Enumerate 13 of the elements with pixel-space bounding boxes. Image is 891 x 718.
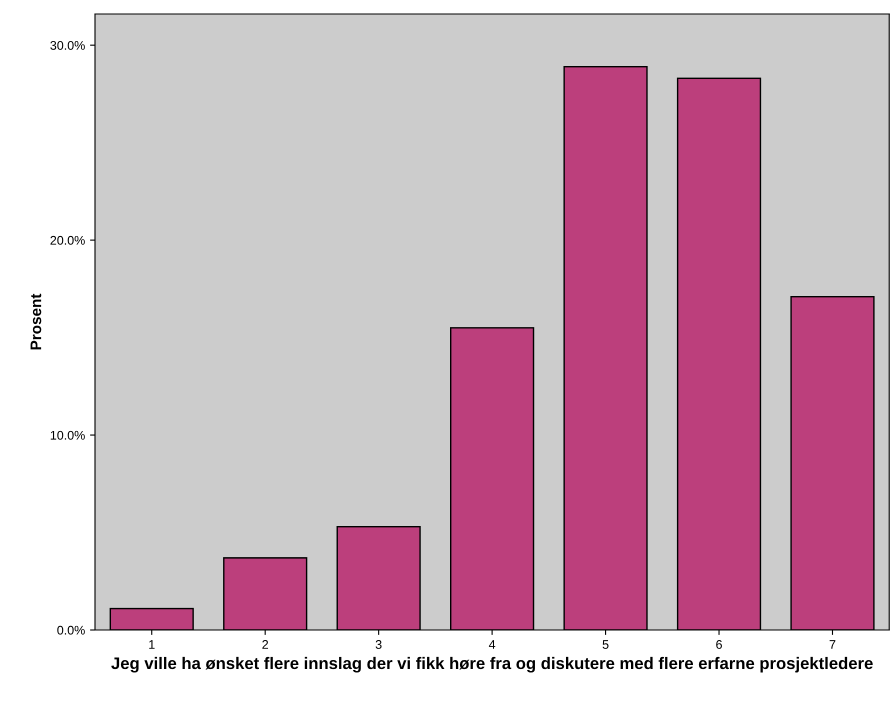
x-tick-label: 7: [830, 640, 836, 649]
x-tick-label: 4: [488, 640, 496, 649]
x-tick-label: 2: [262, 640, 268, 649]
y-tick-label: 30.0%: [50, 40, 85, 50]
x-tick-label: 1: [149, 640, 155, 649]
x-axis-title: Jeg ville ha ønsket flere innslag der vi fikk høre fra og diskutere med flere erfarne prosjektledere: [111, 656, 873, 673]
x-tick-label: 3: [376, 640, 382, 649]
y-tick-label: 20.0%: [50, 236, 85, 245]
x-tick-label: 5: [602, 640, 609, 649]
x-tick-label: 6: [716, 640, 722, 649]
y-tick-label: 10.0%: [50, 430, 85, 440]
y-axis-title: Prosent: [30, 294, 42, 350]
y-tick-label: 0.0%: [57, 626, 85, 635]
